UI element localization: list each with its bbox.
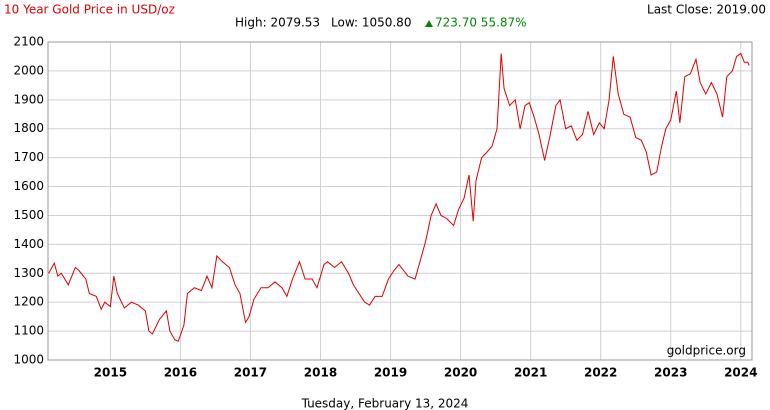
plot-border — [47, 41, 753, 361]
y-tick-label: 1100 — [13, 324, 44, 338]
x-tick-label: 2018 — [304, 366, 337, 380]
y-tick-label: 2100 — [13, 35, 44, 49]
y-tick-label: 1300 — [13, 266, 44, 280]
last-close: Last Close: 2019.00 — [647, 3, 766, 17]
x-tick-label: 2017 — [234, 366, 267, 380]
x-tick-label: 2021 — [514, 366, 547, 380]
low-price: Low: 1050.80 — [331, 16, 411, 30]
y-tick-label: 1600 — [13, 179, 44, 193]
y-tick-label: 2000 — [13, 63, 44, 77]
high-price: High: 2079.53 — [235, 16, 320, 30]
chart-title: 10 Year Gold Price in USD/oz — [4, 3, 175, 17]
x-tick-label: 2016 — [164, 366, 197, 380]
y-tick-label: 1000 — [13, 353, 44, 367]
x-tick-label: 2020 — [444, 366, 477, 380]
x-tick-label: 2019 — [374, 366, 407, 380]
x-tick-label: 2023 — [654, 366, 687, 380]
y-tick-label: 1200 — [13, 295, 44, 309]
up-arrow — [425, 20, 433, 27]
x-tick-label: 2015 — [94, 366, 127, 380]
x-tick-label: 2024 — [724, 366, 757, 380]
y-tick-label: 1900 — [13, 92, 44, 106]
y-tick-label: 1500 — [13, 208, 44, 222]
y-tick-label: 1400 — [13, 237, 44, 251]
x-tick-label: 2022 — [584, 366, 617, 380]
y-tick-label: 1800 — [13, 121, 44, 135]
watermark: goldprice.org — [667, 344, 746, 358]
price-line — [48, 52, 750, 342]
price-change: 723.70 55.87% — [435, 16, 527, 30]
y-tick-label: 1700 — [13, 150, 44, 164]
date-label: Tuesday, February 13, 2024 — [301, 397, 469, 410]
